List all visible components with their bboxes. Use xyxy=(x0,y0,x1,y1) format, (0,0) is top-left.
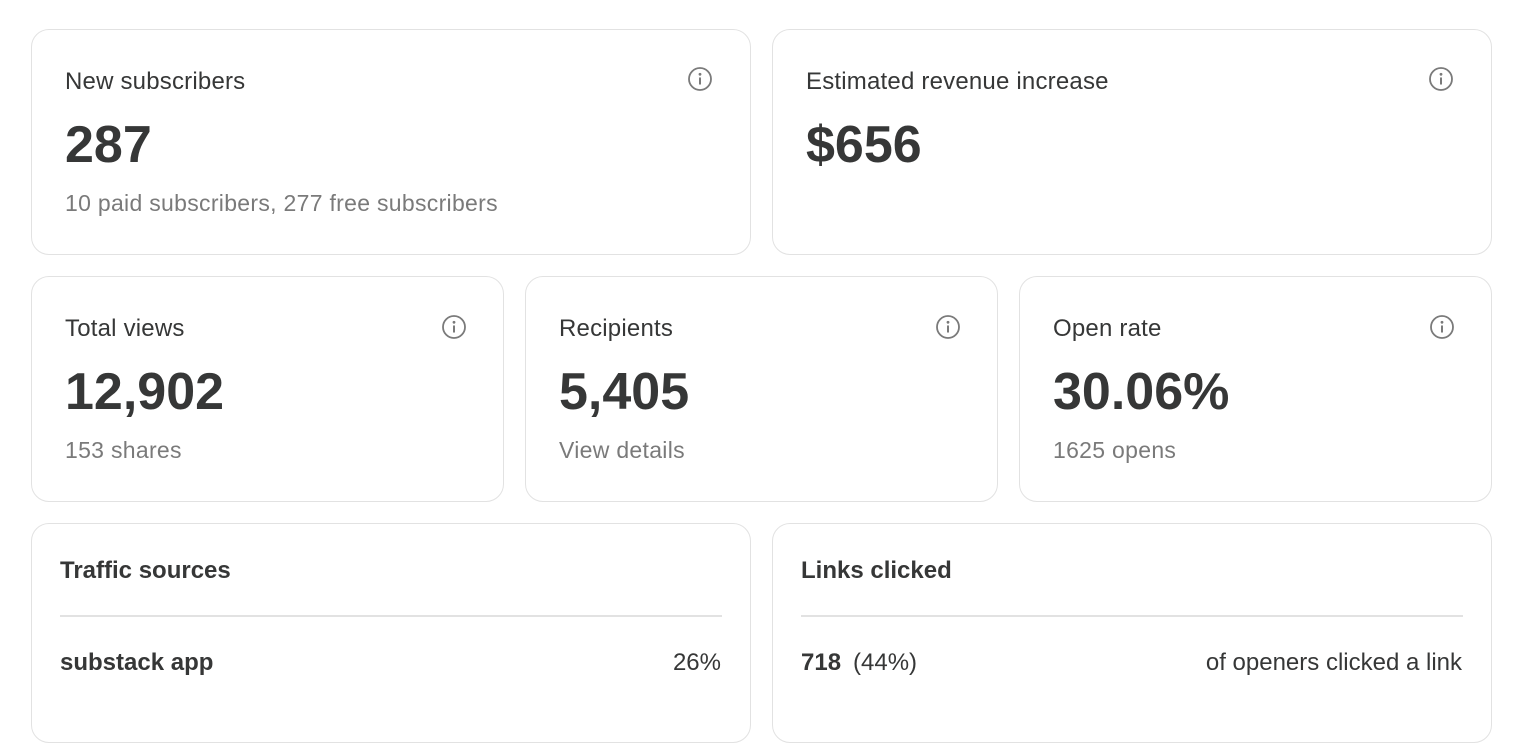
recipients-value: 5,405 xyxy=(559,363,690,421)
open-rate-label: Open rate xyxy=(1053,315,1162,342)
open-rate-card: Open rate 30.06% 1625 opens xyxy=(1019,276,1492,502)
info-icon[interactable] xyxy=(441,314,467,340)
new-subscribers-value: 287 xyxy=(65,116,152,174)
info-icon[interactable] xyxy=(935,314,961,340)
info-icon[interactable] xyxy=(1429,314,1455,340)
traffic-sources-card: Traffic sources substack app 26% xyxy=(31,523,751,743)
traffic-sources-divider xyxy=(60,615,722,617)
revenue-label: Estimated revenue increase xyxy=(806,68,1109,95)
links-clicked-count: 718 xyxy=(801,649,842,676)
traffic-source-name: substack app xyxy=(60,649,214,676)
revenue-value: $656 xyxy=(806,116,922,174)
new-subscribers-card: New subscribers 287 10 paid subscribers,… xyxy=(31,29,751,255)
total-views-detail: 153 shares xyxy=(65,437,182,463)
recipients-card: Recipients 5,405 View details xyxy=(525,276,998,502)
new-subscribers-label: New subscribers xyxy=(65,68,246,95)
links-clicked-caption: of openers clicked a link xyxy=(1205,649,1462,676)
total-views-value: 12,902 xyxy=(65,363,225,421)
info-icon[interactable] xyxy=(1428,66,1454,92)
view-details-link[interactable]: View details xyxy=(559,437,685,463)
links-clicked-card: Links clicked 718 (44%) of openers click… xyxy=(772,523,1492,743)
traffic-sources-title: Traffic sources xyxy=(60,557,231,584)
links-clicked-title: Links clicked xyxy=(801,557,952,584)
total-views-label: Total views xyxy=(65,315,185,342)
traffic-source-percent: 26% xyxy=(672,649,721,676)
open-rate-value: 30.06% xyxy=(1053,363,1230,421)
new-subscribers-detail: 10 paid subscribers, 277 free subscriber… xyxy=(65,190,498,216)
info-icon[interactable] xyxy=(687,66,713,92)
recipients-label: Recipients xyxy=(559,315,674,342)
links-clicked-divider xyxy=(801,615,1463,617)
open-rate-detail: 1625 opens xyxy=(1053,437,1177,463)
total-views-card: Total views 12,902 153 shares xyxy=(31,276,504,502)
revenue-card: Estimated revenue increase $656 xyxy=(772,29,1492,255)
links-clicked-percent: (44%) xyxy=(853,649,918,676)
